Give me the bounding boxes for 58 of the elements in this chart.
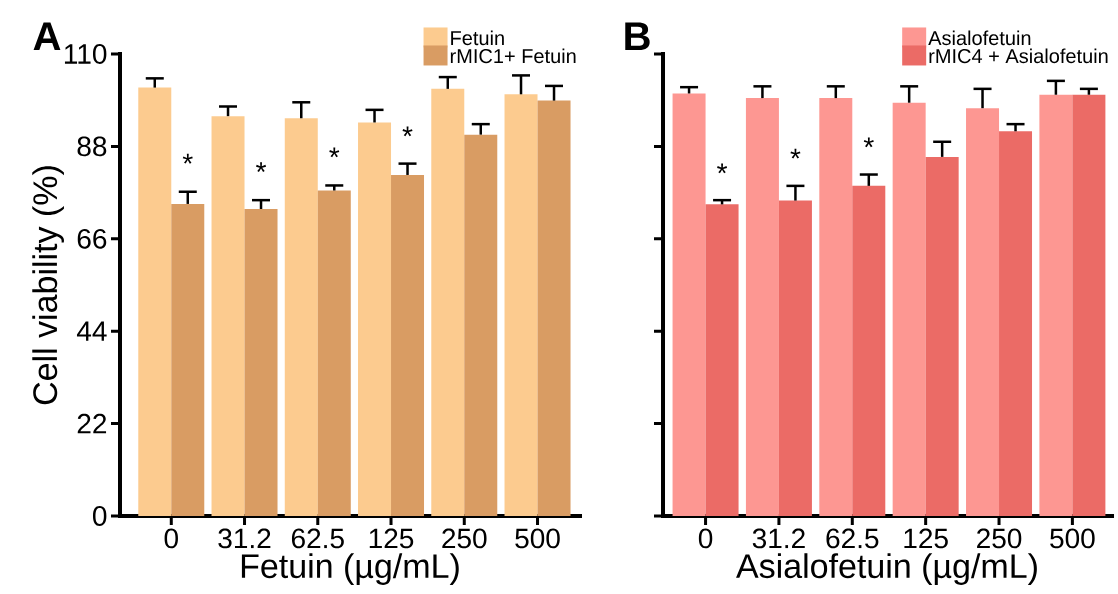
x-axis-title: Fetuin (µg/mL) bbox=[241, 553, 459, 585]
y-tick-label: 66 bbox=[77, 228, 107, 249]
bar bbox=[537, 100, 571, 516]
bar bbox=[745, 98, 779, 516]
bar bbox=[672, 93, 706, 516]
bar bbox=[317, 190, 351, 516]
annotation: * bbox=[863, 137, 874, 148]
x-tick-label: 125 bbox=[904, 528, 948, 549]
bar bbox=[966, 108, 1000, 516]
legend-label: rMIC4 + Asialofetuin bbox=[929, 48, 1108, 64]
legend-label: Asialofetuin bbox=[928, 30, 1031, 46]
annotation: * bbox=[256, 162, 267, 173]
bar bbox=[778, 200, 812, 516]
y-axis-title: Cell viability (%) bbox=[32, 166, 64, 405]
bar bbox=[358, 122, 392, 516]
bar bbox=[211, 116, 245, 516]
x-tick-label: 31.2 bbox=[218, 528, 271, 549]
y-tick-label: 22 bbox=[77, 413, 107, 434]
bar bbox=[171, 203, 205, 516]
legend-label: rMIC1+ Fetuin bbox=[450, 48, 576, 64]
chart-title: B bbox=[625, 22, 650, 50]
x-tick-label: 250 bbox=[442, 528, 487, 549]
bar bbox=[1072, 94, 1106, 516]
annotation: * bbox=[402, 126, 413, 137]
bar bbox=[1039, 94, 1073, 516]
annotation: * bbox=[182, 153, 193, 164]
annotation: * bbox=[717, 163, 728, 174]
x-tick-label: 250 bbox=[977, 528, 1022, 549]
y-tick-label: 44 bbox=[76, 321, 107, 341]
x-tick-label: 0 bbox=[164, 528, 178, 549]
y-tick-label: 110 bbox=[64, 44, 107, 64]
annotation: * bbox=[329, 147, 340, 158]
bar bbox=[504, 94, 538, 516]
annotation: * bbox=[790, 148, 801, 159]
bar bbox=[464, 134, 498, 516]
x-axis-title: Asialofetuin (µg/mL) bbox=[736, 553, 1037, 585]
chart-title: A bbox=[33, 22, 61, 50]
x-tick-label: 0 bbox=[698, 528, 713, 549]
bar bbox=[138, 87, 172, 516]
bar bbox=[391, 174, 425, 516]
bar bbox=[431, 88, 465, 516]
x-tick-label: 62.5 bbox=[291, 528, 344, 549]
bar bbox=[705, 204, 739, 516]
x-tick-label: 31.2 bbox=[752, 528, 805, 549]
y-tick-label: 88 bbox=[77, 136, 107, 157]
x-tick-label: 125 bbox=[369, 528, 414, 549]
bar bbox=[819, 98, 853, 516]
x-tick-label: 500 bbox=[1050, 528, 1095, 549]
bar bbox=[852, 185, 886, 516]
y-tick-label: 0 bbox=[92, 506, 107, 526]
bar bbox=[284, 118, 318, 516]
bar bbox=[892, 102, 926, 516]
bar bbox=[925, 156, 959, 516]
legend-label: Fetuin bbox=[451, 30, 504, 46]
bar bbox=[244, 208, 278, 516]
x-tick-label: 62.5 bbox=[826, 528, 879, 549]
x-tick-label: 500 bbox=[515, 528, 560, 549]
bar bbox=[999, 131, 1033, 516]
